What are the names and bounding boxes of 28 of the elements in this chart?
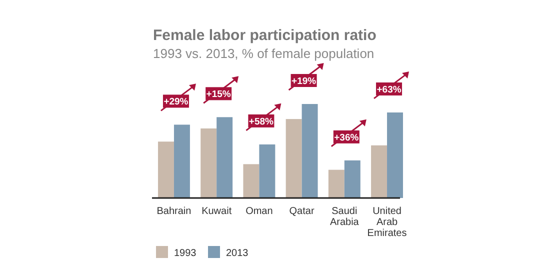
legend-label: 1993 [174,248,197,259]
x-tick-label: Saudi Arabia [330,206,360,228]
bar [344,160,360,198]
bar [387,112,403,198]
x-tick-label: Oman [246,206,273,217]
annotation: +36% [334,132,360,144]
bar [200,128,217,198]
bar [259,144,276,198]
x-tick-label: Qatar [289,206,315,217]
bar [158,142,174,198]
annotation: +63% [376,84,402,96]
x-tick-label: United Arab Emirates [367,206,407,239]
bar [302,104,318,198]
annotation: +58% [248,116,274,128]
annotation: +19% [292,76,317,87]
bar [243,164,260,198]
chart-title: Female labor participation ratio [153,27,376,44]
legend-label: 2013 [226,248,249,259]
bar [286,119,302,198]
x-tick-label: Bahrain [156,206,192,217]
annotation: +15% [206,89,232,100]
bar [328,170,344,198]
x-tick-label: Kuwait [202,206,232,217]
bar [216,117,233,198]
chart-subtitle: 1993 vs. 2013, % of female population [153,46,374,61]
bar [174,124,190,198]
bar [371,145,388,198]
annotation: +29% [164,96,189,108]
